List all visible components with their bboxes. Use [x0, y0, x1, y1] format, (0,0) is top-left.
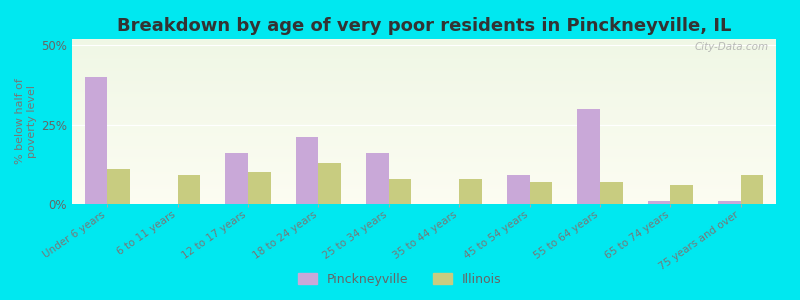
- Bar: [648, 201, 670, 204]
- Bar: [741, 176, 763, 204]
- Bar: [318, 163, 341, 204]
- Bar: [85, 77, 107, 204]
- Bar: [718, 201, 741, 204]
- Bar: [578, 109, 600, 204]
- Bar: [366, 153, 389, 204]
- Bar: [507, 176, 530, 204]
- Text: City-Data.com: City-Data.com: [695, 42, 769, 52]
- Bar: [670, 185, 693, 204]
- Bar: [459, 178, 482, 204]
- Bar: [178, 176, 200, 204]
- Title: Breakdown by age of very poor residents in Pinckneyville, IL: Breakdown by age of very poor residents …: [117, 17, 731, 35]
- Bar: [600, 182, 622, 204]
- Y-axis label: % below half of
poverty level: % below half of poverty level: [15, 79, 37, 164]
- Bar: [248, 172, 270, 204]
- Bar: [107, 169, 130, 204]
- Legend: Pinckneyville, Illinois: Pinckneyville, Illinois: [293, 268, 507, 291]
- Bar: [530, 182, 552, 204]
- Bar: [226, 153, 248, 204]
- Bar: [389, 178, 411, 204]
- Bar: [296, 137, 318, 204]
